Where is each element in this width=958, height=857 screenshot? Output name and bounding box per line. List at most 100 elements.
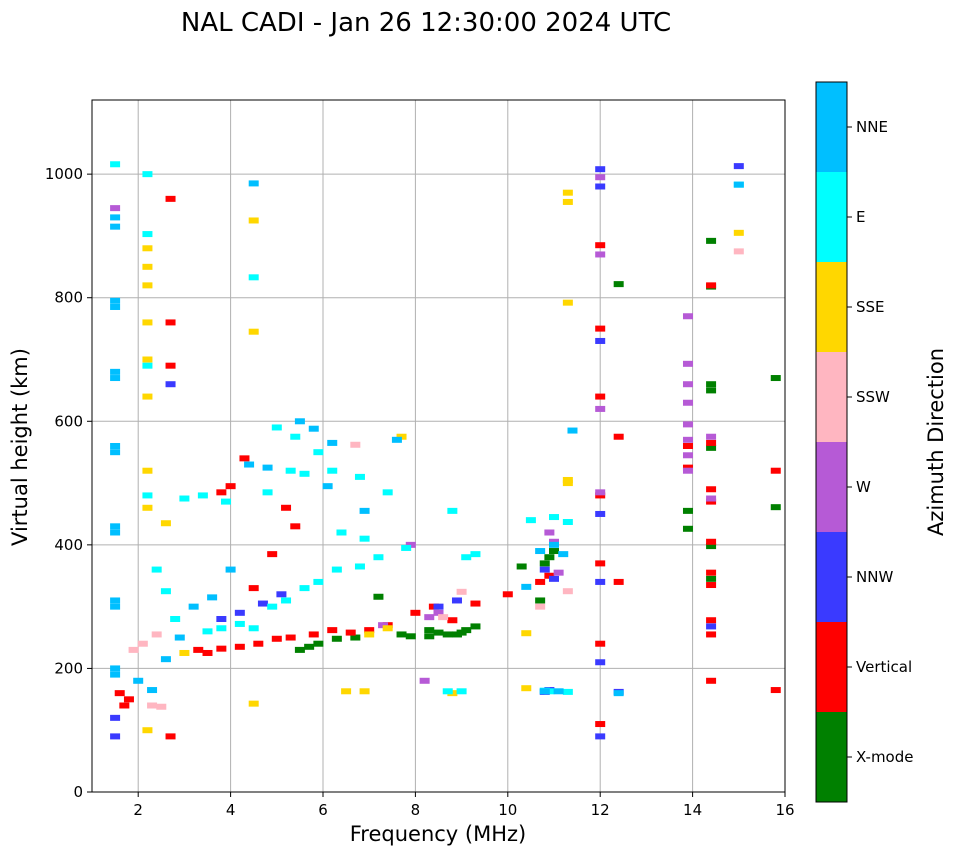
data-point-x-mode [706, 237, 717, 244]
data-point-w [549, 538, 559, 545]
data-point-sse [248, 700, 259, 707]
data-point-nne [535, 548, 546, 555]
x-tick-label: 6 [318, 801, 328, 819]
data-point-x-mode [456, 629, 467, 636]
data-point-ssw [456, 588, 467, 595]
data-point-vertical [595, 640, 606, 647]
data-point-vertical [216, 645, 227, 652]
data-point-nne [553, 688, 564, 695]
data-point-nne [133, 677, 144, 684]
data-point-vertical [613, 578, 624, 585]
data-point-nne [327, 439, 338, 446]
data-point-sse [142, 467, 153, 474]
data-point-vertical [271, 635, 282, 642]
data-point-nnw [595, 733, 606, 740]
y-tick-label: 800 [54, 289, 83, 307]
colorbar-tick-label: Vertical [856, 658, 912, 676]
data-point-ssw [156, 703, 167, 710]
data-point-e [142, 492, 153, 499]
data-point-nnw [595, 659, 606, 666]
data-point-nne [110, 375, 121, 382]
data-point-w [706, 433, 717, 440]
data-point-w [595, 489, 606, 496]
data-point-e [285, 467, 296, 474]
data-point-nne [110, 223, 121, 230]
data-point-nnw [257, 600, 268, 607]
data-point-sse [142, 356, 153, 363]
data-point-e [562, 688, 573, 695]
data-point-sse [179, 649, 190, 656]
data-point-w [682, 421, 693, 428]
data-point-ssw [128, 646, 139, 653]
data-point-nnw [539, 566, 550, 573]
data-point-nnw [433, 603, 444, 610]
data-point-vertical [248, 585, 259, 592]
data-point-sse [562, 476, 573, 483]
data-point-w [682, 436, 693, 443]
data-point-vertical [234, 643, 245, 650]
data-point-vertical [193, 646, 204, 653]
y-axis-label: Virtual height (km) [8, 348, 32, 546]
data-point-w [405, 541, 416, 548]
data-point-vertical [470, 600, 481, 607]
data-point-vertical [308, 631, 319, 638]
data-point-x-mode [304, 643, 315, 650]
data-point-x-mode [405, 633, 416, 640]
data-point-e [525, 517, 536, 524]
colorbar-swatch-ssw [816, 352, 847, 442]
data-point-vertical [706, 486, 717, 493]
data-point-e [354, 473, 365, 480]
data-point-w [706, 495, 717, 502]
data-point-sse [142, 319, 153, 326]
data-point-sse [142, 727, 153, 734]
colorbar-swatch-nne [816, 82, 847, 172]
data-point-e [401, 544, 412, 551]
x-tick-label: 14 [683, 801, 702, 819]
y-axis-ticks: 0 200 400 600 800 1000 [45, 165, 92, 801]
data-point-ssw [147, 702, 158, 709]
data-point-e [336, 529, 347, 536]
data-point-vertical [123, 696, 134, 703]
data-point-w [378, 622, 389, 629]
data-point-nnw [110, 714, 121, 721]
data-point-w [419, 677, 430, 684]
colorbar-tick-label: X-mode [856, 748, 913, 766]
data-point-sse [562, 299, 573, 306]
data-point-x-mode [613, 281, 624, 288]
data-point-sse [359, 688, 370, 695]
data-point-x-mode [424, 633, 435, 640]
data-point-e [234, 620, 245, 627]
data-point-x-mode [539, 560, 550, 567]
data-point-x-mode [706, 387, 717, 394]
data-marks [110, 161, 781, 740]
data-point-e [160, 588, 171, 595]
data-point-x-mode [350, 634, 361, 641]
colorbar-tick-label: SSW [856, 388, 890, 406]
colorbar: X-mode Vertical NNW W SSW SSE E NNE [815, 81, 913, 803]
data-point-nne [160, 656, 171, 663]
data-point-e [562, 518, 573, 525]
data-point-sse [733, 229, 744, 236]
data-point-sse [521, 630, 532, 637]
data-point-e [299, 470, 310, 477]
data-point-e [354, 563, 365, 570]
data-point-vertical [119, 702, 130, 709]
data-point-w [595, 405, 606, 412]
data-point-e [142, 231, 153, 238]
data-point-nne [110, 303, 121, 310]
data-point-nne [359, 507, 370, 514]
data-point-x-mode [770, 504, 781, 511]
data-point-x-mode [442, 631, 453, 638]
data-point-x-mode [331, 635, 342, 642]
data-point-nne [110, 665, 121, 672]
data-point-nnw [276, 591, 287, 598]
data-point-e [271, 424, 282, 431]
data-point-w [433, 609, 444, 616]
data-point-vertical [706, 282, 717, 289]
data-point-nnw [595, 578, 606, 585]
data-point-nne [188, 603, 199, 610]
data-point-nne [110, 597, 121, 604]
data-point-vertical [447, 617, 458, 624]
data-point-e [331, 566, 342, 573]
colorbar-swatch-nnw [816, 532, 847, 622]
